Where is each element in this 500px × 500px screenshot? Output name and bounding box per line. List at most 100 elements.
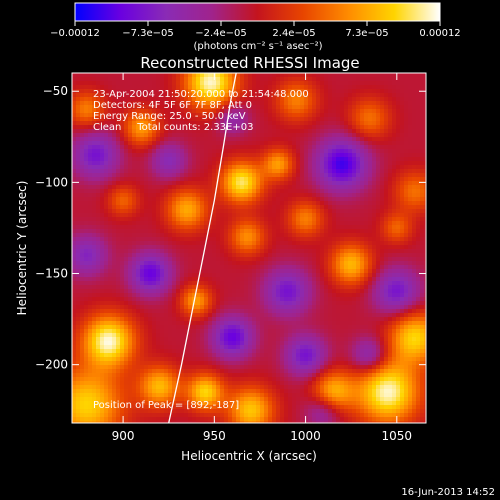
- heatmap-cell: [104, 277, 109, 282]
- heatmap-cell: [252, 281, 257, 286]
- heatmap-cell: [112, 401, 117, 406]
- heatmap-cell: [156, 393, 161, 398]
- heatmap-cell: [184, 225, 189, 230]
- heatmap-cell: [232, 237, 237, 242]
- heatmap-cell: [72, 137, 77, 142]
- heatmap-cell: [136, 353, 141, 358]
- heatmap-cell: [172, 309, 177, 314]
- heatmap-cell: [96, 401, 101, 406]
- heatmap-cell: [256, 133, 261, 138]
- heatmap-cell: [108, 213, 113, 218]
- heatmap-cell: [260, 129, 265, 134]
- heatmap-cell: [88, 205, 93, 210]
- heatmap-cell: [284, 125, 289, 130]
- heatmap-cell: [284, 153, 289, 158]
- heatmap-cell: [192, 189, 197, 194]
- heatmap-cell: [96, 209, 101, 214]
- heatmap-cell: [272, 165, 277, 170]
- heatmap-cell: [108, 301, 113, 306]
- heatmap-cell: [292, 161, 297, 166]
- heatmap-cell: [164, 157, 169, 162]
- heatmap-cell: [144, 117, 149, 122]
- heatmap-cell: [248, 297, 253, 302]
- heatmap-cell: [72, 261, 77, 266]
- heatmap-cell: [144, 313, 149, 318]
- heatmap-cell: [240, 389, 245, 394]
- heatmap-cell: [104, 325, 109, 330]
- heatmap-cell: [280, 141, 285, 146]
- heatmap-cell: [268, 253, 273, 258]
- heatmap-cell: [248, 189, 253, 194]
- heatmap-cell: [292, 293, 297, 298]
- heatmap-cell: [260, 149, 265, 154]
- heatmap-cell: [144, 297, 149, 302]
- heatmap-cell: [120, 397, 125, 402]
- heatmap-cell: [128, 317, 133, 322]
- heatmap-cell: [80, 321, 85, 326]
- heatmap-cell: [96, 245, 101, 250]
- heatmap-cell: [148, 421, 153, 423]
- heatmap-cell: [140, 393, 145, 398]
- heatmap-cell: [176, 305, 181, 310]
- heatmap-cell: [276, 133, 281, 138]
- heatmap-cell: [220, 117, 225, 122]
- heatmap-cell: [224, 317, 229, 322]
- heatmap-cell: [268, 185, 273, 190]
- heatmap-cell: [212, 181, 217, 186]
- heatmap-cell: [116, 293, 121, 298]
- heatmap-cell: [132, 121, 137, 126]
- heatmap-cell: [80, 301, 85, 306]
- heatmap-cell: [252, 189, 257, 194]
- heatmap-cell: [252, 361, 257, 366]
- heatmap-cell: [280, 229, 285, 234]
- heatmap-cell: [176, 241, 181, 246]
- heatmap-cell: [280, 409, 285, 414]
- heatmap-cell: [232, 225, 237, 230]
- heatmap-cell: [228, 237, 233, 242]
- heatmap-cell: [288, 161, 293, 166]
- heatmap-cell: [204, 213, 209, 218]
- heatmap-cell: [156, 297, 161, 302]
- heatmap-cell: [80, 405, 85, 410]
- heatmap-cell: [124, 209, 129, 214]
- heatmap-cell: [136, 133, 141, 138]
- heatmap-cell: [252, 225, 257, 230]
- heatmap-cell: [256, 229, 261, 234]
- chart-title: Reconstructed RHESSI Image: [140, 54, 359, 72]
- heatmap-cell: [172, 381, 177, 386]
- heatmap-cell: [224, 281, 229, 286]
- heatmap-cell: [228, 85, 233, 90]
- heatmap-cell: [120, 133, 125, 138]
- heatmap-cell: [256, 313, 261, 318]
- heatmap-cell: [196, 153, 201, 158]
- heatmap-cell: [180, 293, 185, 298]
- heatmap-cell: [172, 377, 177, 382]
- heatmap-cell: [248, 301, 253, 306]
- heatmap-cell: [204, 401, 209, 406]
- heatmap-cell: [284, 321, 289, 326]
- heatmap-cell: [220, 401, 225, 406]
- heatmap-cell: [180, 189, 185, 194]
- heatmap-cell: [284, 101, 289, 106]
- heatmap-cell: [92, 257, 97, 262]
- heatmap-cell: [276, 153, 281, 158]
- heatmap-cell: [284, 205, 289, 210]
- heatmap-cell: [288, 217, 293, 222]
- heatmap-cell: [268, 349, 273, 354]
- heatmap-cell: [224, 237, 229, 242]
- heatmap-cell: [164, 153, 169, 158]
- heatmap-cell: [288, 361, 293, 366]
- heatmap-cell: [212, 321, 217, 326]
- heatmap-cell: [256, 305, 261, 310]
- heatmap-cell: [296, 229, 301, 234]
- heatmap-cell: [164, 125, 169, 130]
- heatmap-cell: [176, 89, 181, 94]
- heatmap-cell: [276, 345, 281, 350]
- heatmap-cell: [212, 245, 217, 250]
- heatmap-cell: [204, 301, 209, 306]
- heatmap-cell: [100, 265, 105, 270]
- heatmap-cell: [180, 209, 185, 214]
- heatmap-cell: [288, 85, 293, 90]
- heatmap-cell: [244, 397, 249, 402]
- heatmap-cell: [144, 205, 149, 210]
